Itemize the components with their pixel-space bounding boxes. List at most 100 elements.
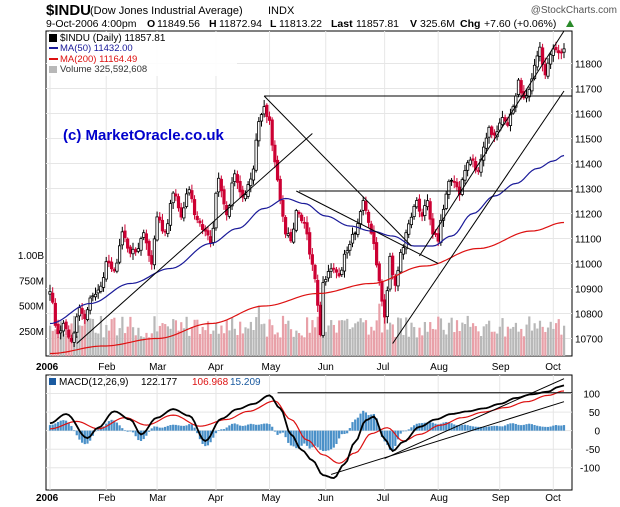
candle-body: [302, 221, 306, 224]
candle-body: [107, 260, 111, 264]
candle-body: [53, 302, 57, 326]
volume-bar: [517, 331, 520, 356]
volume-bar: [273, 334, 277, 356]
macd-histogram-bar: [161, 427, 164, 431]
volume-bar: [137, 327, 140, 356]
volume-bar: [330, 320, 333, 356]
macd-histogram-bar: [329, 430, 333, 450]
macd-histogram-bar: [538, 426, 542, 431]
macd-histogram-bar: [447, 422, 450, 431]
candle-body: [233, 173, 237, 182]
volume-bar: [206, 321, 210, 356]
volume-bar: [410, 322, 413, 356]
candle-body: [356, 223, 360, 235]
macd-histogram-bar: [94, 430, 97, 432]
volume-bar: [279, 337, 282, 356]
macd-histogram-bar: [356, 417, 359, 431]
volume-tick-label: 500M: [19, 302, 44, 313]
macd-histogram-bar: [324, 430, 327, 451]
candle-body: [59, 330, 63, 334]
candle-body: [364, 201, 368, 211]
macd-histogram-bar: [145, 430, 148, 436]
macd-histogram-bar: [445, 421, 448, 431]
macd-histogram-bar: [105, 423, 108, 431]
volume-bar: [153, 316, 156, 356]
macd-histogram-bar: [522, 424, 525, 431]
volume-bar: [198, 333, 202, 356]
volume-bar: [233, 328, 236, 356]
price-tick-label: 11200: [575, 210, 603, 221]
volume-bar: [161, 323, 164, 356]
macd-histogram-bar: [158, 427, 161, 431]
macd-histogram-bar: [554, 425, 558, 431]
candle-body: [425, 200, 430, 208]
macd-histogram-bar: [396, 430, 400, 440]
volume-bar: [536, 328, 539, 356]
volume-bar: [276, 332, 279, 356]
candle-body: [549, 54, 553, 65]
macd-legend-swatch: [49, 378, 56, 385]
candle-body: [329, 268, 333, 272]
candle-body: [345, 250, 349, 254]
volume-bar: [188, 335, 191, 356]
macd-histogram-bar: [442, 422, 445, 431]
chart-subtitle: (Dow Jones Industrial Average): [90, 5, 243, 17]
macd-histogram-bar: [316, 430, 319, 448]
macd-histogram-bar: [281, 430, 285, 433]
macd-histogram-bar: [372, 413, 376, 431]
last-value: 11857.81: [356, 18, 399, 30]
volume-bar: [332, 324, 335, 356]
macd-histogram-bar: [471, 426, 475, 431]
volume-bar: [322, 333, 325, 356]
macd-histogram-bar: [252, 424, 255, 431]
candle-body: [144, 233, 148, 244]
candle-body: [321, 282, 325, 336]
candlesticks: [48, 41, 566, 348]
candle-body: [168, 203, 173, 226]
candle-body: [372, 231, 376, 245]
macd-histogram-bar: [212, 430, 215, 438]
candle-body: [120, 231, 124, 246]
candle-body: [375, 242, 379, 266]
volume-bar: [303, 337, 306, 356]
volume-bar: [343, 320, 346, 356]
macd-x-tick-label: Jun: [318, 493, 334, 504]
candle-body: [316, 279, 320, 306]
candle-body: [51, 292, 55, 303]
moving-averages: [49, 154, 565, 355]
volume-bar: [156, 331, 159, 356]
macd-histogram-bar: [139, 430, 143, 442]
price-trendlines: [76, 30, 572, 344]
exchange-label: INDX: [268, 5, 295, 17]
volume-bar: [81, 325, 84, 356]
volume-bar: [289, 329, 293, 356]
volume-bar: [271, 325, 274, 356]
candle-body: [471, 158, 475, 161]
candle-body: [174, 193, 178, 197]
candle-body: [72, 332, 76, 343]
volume-bar: [67, 333, 70, 356]
volume-bar: [506, 326, 509, 356]
volume-bar: [498, 326, 501, 356]
price-tick-label: 11000: [575, 260, 603, 271]
volume-bar: [466, 315, 469, 356]
macd-histogram-bar: [517, 424, 520, 431]
volume-bar: [455, 320, 459, 356]
volume-bar: [442, 329, 445, 356]
volume-bar: [196, 319, 199, 356]
legend-box: [47, 32, 237, 76]
macd-histogram-bar: [257, 424, 260, 431]
volume-bar: [113, 317, 116, 356]
candle-body: [543, 64, 547, 76]
volume-bar: [434, 329, 437, 356]
candle-body: [265, 104, 269, 117]
candle-body: [492, 132, 496, 136]
volume-bar: [437, 316, 440, 356]
candle-body: [538, 46, 542, 57]
macd-histogram-bar: [217, 430, 220, 431]
macd-histogram-bar: [514, 423, 517, 431]
candle-body: [361, 200, 365, 211]
macd-histogram-bar: [247, 424, 250, 431]
candle-body: [93, 293, 98, 298]
volume-bar: [386, 329, 389, 356]
